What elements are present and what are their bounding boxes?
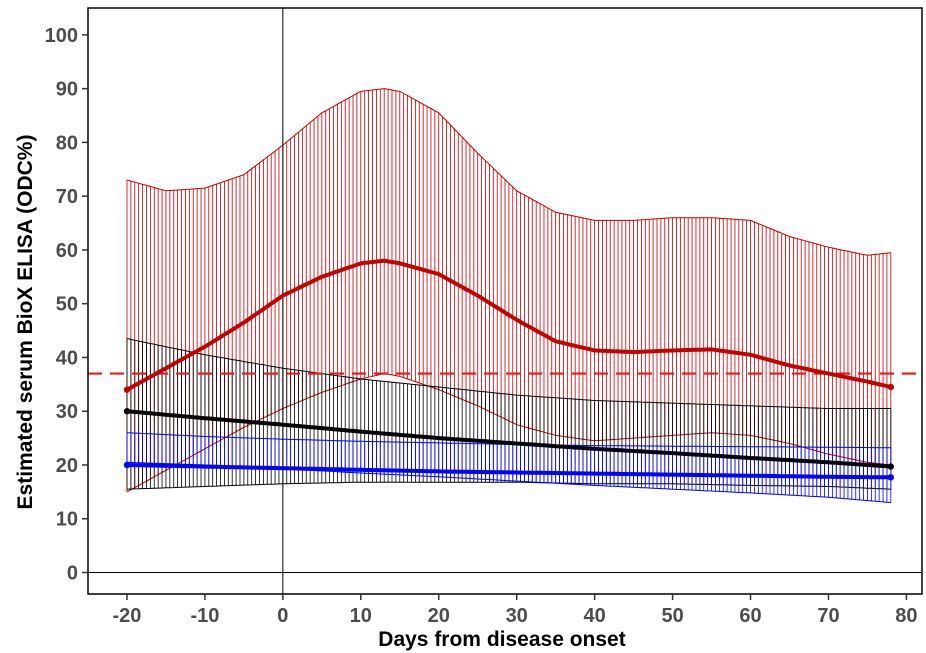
y-axis-title: Estimated serum BioX ELISA (ODC%) xyxy=(14,135,37,510)
series-end-point-1 xyxy=(887,463,895,470)
series-line-2 xyxy=(126,463,891,480)
x-tick-label: 0 xyxy=(277,605,288,627)
x-tick-label: 30 xyxy=(506,605,528,627)
y-tick-label: 100 xyxy=(45,25,78,47)
series-start-point-2 xyxy=(123,461,131,469)
plot-border xyxy=(87,7,923,595)
series-start-point-0 xyxy=(123,386,131,393)
y-tick-label: 20 xyxy=(56,455,78,477)
reference-lines-group xyxy=(88,8,922,594)
y-tick-label: 80 xyxy=(56,132,78,154)
series-line-1 xyxy=(126,409,891,469)
series-end-point-0 xyxy=(887,383,895,391)
y-tick-label: 30 xyxy=(56,401,78,423)
y-tick-label: 70 xyxy=(56,186,78,208)
band-upper-1 xyxy=(126,338,891,409)
x-tick-label: 70 xyxy=(817,605,839,627)
x-tick-label: 40 xyxy=(584,605,606,627)
x-tick-label: -20 xyxy=(113,605,142,627)
x-tick-label: 10 xyxy=(350,605,372,627)
series-lines-group xyxy=(123,258,895,481)
y-tick-label: 50 xyxy=(56,294,78,316)
x-tick-label: 50 xyxy=(661,605,683,627)
series-start-point-1 xyxy=(123,408,131,415)
x-tick-label: -10 xyxy=(190,605,219,627)
x-tick-label: 80 xyxy=(895,605,917,627)
x-axis-title: Days from disease onset xyxy=(378,628,625,651)
y-tick-label: 60 xyxy=(56,240,78,262)
error-bars-group xyxy=(126,88,892,504)
y-tick-label: 40 xyxy=(56,347,78,369)
y-tick-label: 90 xyxy=(56,79,78,101)
band-upper-0 xyxy=(126,88,891,256)
x-tick-label: 60 xyxy=(739,605,761,627)
y-tick-label: 10 xyxy=(56,509,78,531)
series-end-point-2 xyxy=(887,474,895,481)
x-tick-label: 20 xyxy=(428,605,450,627)
axes-group: 0 10 20 30 40 50 60 70 80 90 100 -20 -10 0 10 20 30 40 50 6… xyxy=(45,7,923,627)
series-line-0 xyxy=(126,258,892,392)
y-tick-label: 0 xyxy=(67,562,78,584)
band-lower-1 xyxy=(126,481,891,490)
